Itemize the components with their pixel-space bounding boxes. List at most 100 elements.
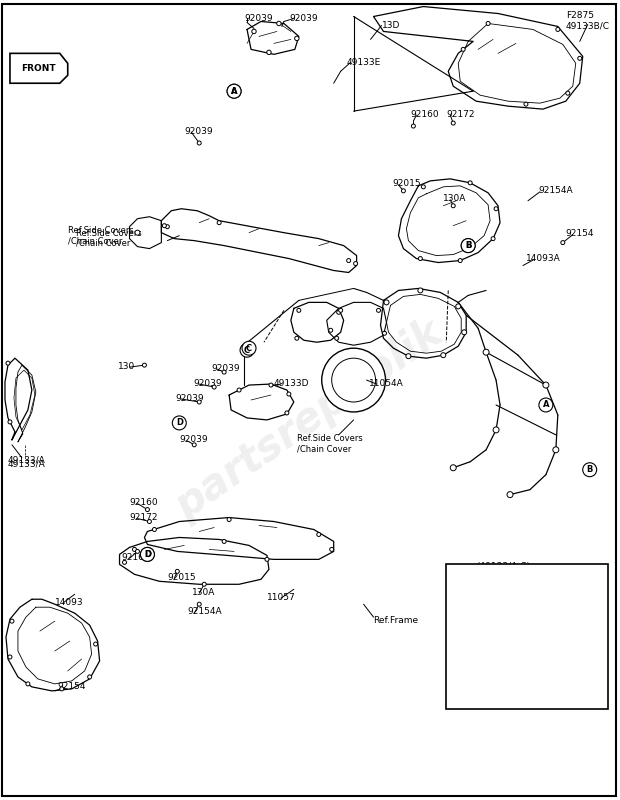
Circle shape: [252, 30, 256, 34]
Circle shape: [94, 642, 97, 646]
Text: D: D: [176, 418, 183, 427]
Text: 92039: 92039: [290, 14, 319, 23]
Text: 92039: 92039: [179, 435, 208, 444]
Circle shape: [450, 465, 456, 470]
Circle shape: [237, 388, 241, 392]
Circle shape: [267, 50, 271, 54]
Text: F2875: F2875: [566, 11, 594, 20]
Text: 92154A: 92154A: [538, 186, 572, 195]
Text: /Chain Cover: /Chain Cover: [68, 236, 122, 245]
Circle shape: [136, 550, 140, 554]
Circle shape: [242, 342, 256, 355]
Text: 92039: 92039: [244, 14, 273, 23]
Circle shape: [441, 353, 446, 358]
Text: A: A: [542, 401, 549, 410]
Circle shape: [265, 558, 269, 562]
Circle shape: [60, 687, 64, 691]
Text: 92172: 92172: [446, 110, 475, 118]
Circle shape: [287, 392, 291, 396]
Circle shape: [406, 354, 411, 358]
Circle shape: [297, 308, 301, 312]
Circle shape: [322, 348, 386, 412]
Circle shape: [556, 27, 560, 31]
Circle shape: [227, 84, 241, 98]
Circle shape: [175, 570, 179, 574]
Circle shape: [123, 560, 126, 564]
Circle shape: [494, 206, 498, 210]
Circle shape: [418, 257, 422, 261]
Circle shape: [337, 310, 340, 314]
Text: 92039: 92039: [193, 378, 222, 387]
Text: 92160: 92160: [122, 553, 150, 562]
Circle shape: [561, 241, 565, 245]
Text: D: D: [144, 550, 151, 559]
Circle shape: [227, 84, 241, 98]
Circle shape: [468, 181, 472, 185]
Text: 49133B/C: 49133B/C: [566, 22, 610, 31]
Text: Ref.Side Covers: Ref.Side Covers: [297, 434, 363, 443]
Text: 11054A: 11054A: [368, 378, 404, 387]
Circle shape: [166, 225, 169, 229]
Circle shape: [451, 204, 455, 208]
Circle shape: [227, 518, 231, 522]
Text: (49133/A-C): (49133/A-C): [476, 562, 530, 571]
Text: 92039: 92039: [211, 364, 240, 373]
Circle shape: [524, 102, 528, 106]
Circle shape: [583, 462, 596, 477]
Circle shape: [384, 300, 389, 305]
Circle shape: [376, 308, 381, 312]
Text: Ref.Side Covers: Ref.Side Covers: [76, 229, 141, 238]
Text: C: C: [246, 344, 252, 353]
Bar: [446, 564, 608, 709]
Circle shape: [8, 420, 12, 424]
Circle shape: [486, 22, 490, 26]
Text: 49133D: 49133D: [274, 378, 309, 387]
Circle shape: [456, 304, 461, 309]
Text: /Chain Cover: /Chain Cover: [297, 444, 351, 454]
Text: Ref.Frame: Ref.Frame: [373, 616, 419, 625]
Circle shape: [240, 343, 254, 357]
Circle shape: [462, 330, 467, 334]
Circle shape: [491, 237, 495, 241]
Text: 92015: 92015: [392, 179, 421, 188]
Circle shape: [277, 22, 281, 26]
Circle shape: [133, 547, 136, 551]
Circle shape: [192, 443, 197, 447]
Circle shape: [418, 288, 423, 293]
Circle shape: [330, 547, 334, 551]
Text: 14093A: 14093A: [526, 254, 560, 263]
Text: 92039: 92039: [175, 394, 204, 402]
Circle shape: [269, 383, 273, 387]
Text: 92015: 92015: [167, 573, 196, 582]
Circle shape: [197, 602, 202, 606]
Circle shape: [578, 56, 582, 60]
Circle shape: [461, 238, 475, 253]
Circle shape: [461, 47, 465, 51]
Circle shape: [347, 258, 351, 262]
Circle shape: [335, 336, 339, 340]
Circle shape: [553, 447, 559, 453]
Circle shape: [8, 655, 12, 659]
Circle shape: [483, 349, 489, 355]
Circle shape: [153, 527, 156, 531]
Circle shape: [543, 382, 549, 388]
Text: 92039: 92039: [184, 126, 213, 135]
Circle shape: [329, 328, 333, 332]
Text: 14093: 14093: [55, 598, 84, 606]
Text: FRONT: FRONT: [22, 64, 56, 73]
Circle shape: [507, 492, 513, 498]
Polygon shape: [10, 54, 68, 83]
Circle shape: [197, 141, 202, 145]
Text: D: D: [144, 550, 151, 559]
Circle shape: [285, 411, 289, 415]
Text: 92154A: 92154A: [187, 606, 222, 616]
Text: Ref.Side Covers: Ref.Side Covers: [68, 226, 133, 235]
Text: B: B: [587, 466, 593, 474]
Text: A: A: [231, 86, 237, 96]
Circle shape: [6, 361, 10, 365]
Text: B: B: [465, 241, 471, 250]
Circle shape: [566, 91, 570, 95]
Circle shape: [141, 547, 154, 562]
Circle shape: [217, 221, 221, 225]
Text: 92172: 92172: [130, 513, 158, 522]
